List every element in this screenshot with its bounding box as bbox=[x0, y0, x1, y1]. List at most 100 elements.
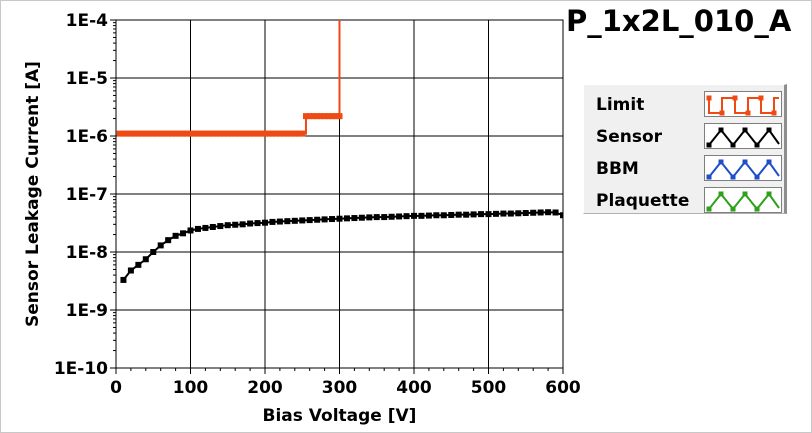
y-tick-label: 1E-8 bbox=[66, 243, 108, 263]
data-point-limit bbox=[165, 130, 172, 137]
data-point-limit bbox=[161, 130, 168, 137]
y-tick-label: 1E-6 bbox=[66, 127, 108, 147]
data-point-sensor bbox=[515, 210, 522, 217]
data-point-sensor bbox=[522, 210, 529, 217]
data-point-limit bbox=[191, 130, 198, 137]
legend-label-bbm: BBM bbox=[596, 159, 639, 179]
data-point-sensor bbox=[448, 211, 455, 218]
data-point-sensor bbox=[194, 225, 201, 232]
x-tick-label: 400 bbox=[396, 378, 432, 398]
data-point-sensor bbox=[306, 217, 313, 224]
legend-swatch-marker bbox=[718, 127, 724, 133]
data-point-limit bbox=[317, 113, 324, 120]
data-point-sensor bbox=[351, 215, 358, 222]
data-point-limit bbox=[217, 130, 224, 137]
data-point-sensor bbox=[418, 212, 425, 219]
data-point-limit bbox=[221, 130, 228, 137]
legend-swatch-marker bbox=[766, 127, 772, 133]
legend-swatch-marker bbox=[742, 159, 748, 165]
data-point-limit bbox=[232, 130, 239, 137]
data-point-sensor bbox=[165, 237, 172, 244]
legend-swatch-marker bbox=[742, 127, 748, 133]
data-point-sensor bbox=[135, 261, 142, 268]
data-point-sensor bbox=[157, 242, 164, 249]
data-point-limit bbox=[284, 130, 291, 137]
data-point-limit bbox=[280, 130, 287, 137]
data-point-limit bbox=[224, 130, 231, 137]
data-point-sensor bbox=[530, 209, 537, 216]
legend-swatch-marker bbox=[730, 206, 736, 212]
data-point-sensor bbox=[470, 211, 477, 218]
data-point-sensor bbox=[537, 209, 544, 216]
data-point-limit bbox=[172, 130, 179, 137]
data-point-sensor bbox=[552, 209, 559, 216]
data-point-limit bbox=[183, 130, 190, 137]
legend-swatch-sensor bbox=[704, 123, 782, 149]
legend-swatch-marker bbox=[766, 191, 772, 197]
x-tick-label: 100 bbox=[173, 378, 209, 398]
chart-title: P_1x2L_010_A bbox=[566, 4, 792, 38]
y-tick-label: 1E-10 bbox=[54, 359, 108, 379]
data-point-sensor bbox=[433, 212, 440, 219]
data-point-limit bbox=[131, 130, 138, 137]
legend-swatch-marker bbox=[732, 95, 738, 101]
data-point-limit bbox=[329, 113, 336, 120]
legend-swatch-marker bbox=[754, 174, 760, 180]
x-tick-label: 300 bbox=[322, 378, 358, 398]
data-point-sensor bbox=[239, 221, 246, 228]
data-point-sensor bbox=[120, 276, 127, 283]
legend-swatch-marker bbox=[719, 110, 725, 116]
legend-swatch-marker bbox=[754, 206, 760, 212]
legend-swatch-marker bbox=[745, 110, 751, 116]
data-point-limit bbox=[209, 130, 216, 137]
data-point-limit bbox=[198, 130, 205, 137]
data-point-limit bbox=[239, 130, 246, 137]
data-point-limit bbox=[310, 113, 317, 120]
data-point-limit bbox=[194, 130, 201, 137]
legend-swatch-marker bbox=[706, 206, 712, 212]
data-point-sensor bbox=[455, 211, 462, 218]
legend-swatch-bbm bbox=[704, 155, 782, 181]
data-point-limit bbox=[250, 130, 257, 137]
data-point-limit bbox=[127, 130, 134, 137]
data-point-limit bbox=[295, 130, 302, 137]
data-point-limit bbox=[247, 130, 254, 137]
data-point-sensor bbox=[172, 232, 179, 239]
data-point-sensor bbox=[336, 215, 343, 222]
y-tick-label: 1E-9 bbox=[66, 301, 108, 321]
data-point-sensor bbox=[440, 212, 447, 219]
data-point-limit bbox=[213, 130, 220, 137]
data-point-limit bbox=[116, 130, 123, 137]
legend-swatch-marker bbox=[758, 95, 764, 101]
data-point-limit bbox=[153, 130, 160, 137]
data-point-sensor bbox=[381, 214, 388, 221]
data-point-limit bbox=[258, 130, 265, 137]
data-point-sensor bbox=[142, 256, 149, 263]
y-tick-label: 1E-4 bbox=[66, 11, 108, 31]
data-point-limit bbox=[291, 130, 298, 137]
data-point-sensor bbox=[217, 223, 224, 230]
data-point-sensor bbox=[127, 267, 134, 274]
data-point-sensor bbox=[366, 214, 373, 221]
data-point-sensor bbox=[269, 218, 276, 225]
legend-item-bbm[interactable]: BBM bbox=[584, 153, 784, 185]
data-point-limit bbox=[142, 130, 149, 137]
data-point-sensor bbox=[232, 221, 239, 228]
data-point-limit bbox=[321, 113, 328, 120]
data-point-sensor bbox=[507, 210, 514, 217]
legend-item-plaquette[interactable]: Plaquette bbox=[584, 185, 784, 217]
data-point-limit bbox=[135, 130, 142, 137]
data-point-sensor bbox=[388, 213, 395, 220]
legend-swatch-marker bbox=[706, 174, 712, 180]
data-point-sensor bbox=[180, 230, 187, 237]
data-point-sensor bbox=[478, 211, 485, 218]
legend-item-limit[interactable]: Limit bbox=[584, 89, 784, 121]
data-point-limit bbox=[332, 113, 339, 120]
y-axis-label: Sensor Leakage Current [A] bbox=[23, 61, 43, 327]
legend-item-sensor[interactable]: Sensor bbox=[584, 121, 784, 153]
x-tick-label: 0 bbox=[110, 378, 122, 398]
legend-swatch-marker bbox=[766, 159, 772, 165]
legend-swatch-marker bbox=[718, 159, 724, 165]
data-point-limit bbox=[325, 113, 332, 120]
